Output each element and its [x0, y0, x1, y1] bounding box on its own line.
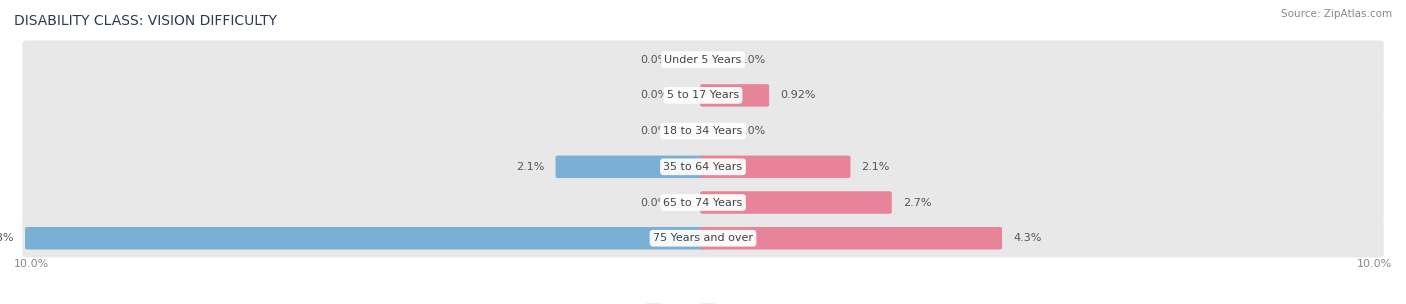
Text: 0.0%: 0.0%: [640, 126, 669, 136]
FancyBboxPatch shape: [555, 156, 706, 178]
FancyBboxPatch shape: [22, 112, 1384, 150]
FancyBboxPatch shape: [700, 227, 1002, 250]
Text: 18 to 34 Years: 18 to 34 Years: [664, 126, 742, 136]
FancyBboxPatch shape: [700, 84, 769, 107]
FancyBboxPatch shape: [22, 147, 1384, 186]
Text: 2.7%: 2.7%: [903, 198, 931, 208]
Text: Under 5 Years: Under 5 Years: [665, 55, 741, 65]
Text: 4.3%: 4.3%: [1012, 233, 1042, 243]
FancyBboxPatch shape: [22, 183, 1384, 222]
Text: 75 Years and over: 75 Years and over: [652, 233, 754, 243]
FancyBboxPatch shape: [22, 40, 1384, 79]
FancyBboxPatch shape: [22, 76, 1384, 115]
Text: 0.0%: 0.0%: [738, 126, 766, 136]
Text: 5 to 17 Years: 5 to 17 Years: [666, 90, 740, 100]
Text: 10.0%: 10.0%: [14, 259, 49, 269]
FancyBboxPatch shape: [22, 219, 1384, 257]
FancyBboxPatch shape: [25, 227, 706, 250]
Text: 0.92%: 0.92%: [780, 90, 815, 100]
Text: 0.0%: 0.0%: [640, 90, 669, 100]
Text: 0.0%: 0.0%: [738, 55, 766, 65]
Text: 0.0%: 0.0%: [640, 198, 669, 208]
Text: 10.0%: 10.0%: [1357, 259, 1392, 269]
Text: 65 to 74 Years: 65 to 74 Years: [664, 198, 742, 208]
Text: Source: ZipAtlas.com: Source: ZipAtlas.com: [1281, 9, 1392, 19]
Text: 35 to 64 Years: 35 to 64 Years: [664, 162, 742, 172]
Text: 9.8%: 9.8%: [0, 233, 14, 243]
Legend: Male, Female: Male, Female: [641, 299, 765, 304]
Text: DISABILITY CLASS: VISION DIFFICULTY: DISABILITY CLASS: VISION DIFFICULTY: [14, 14, 277, 28]
FancyBboxPatch shape: [700, 156, 851, 178]
Text: 0.0%: 0.0%: [640, 55, 669, 65]
Text: 2.1%: 2.1%: [516, 162, 544, 172]
Text: 2.1%: 2.1%: [862, 162, 890, 172]
FancyBboxPatch shape: [700, 191, 891, 214]
